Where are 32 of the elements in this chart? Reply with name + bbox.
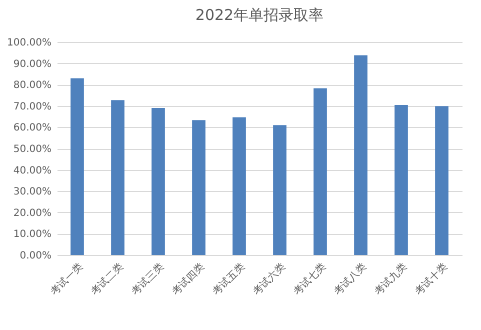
bar	[111, 100, 124, 255]
x-tick-label: 考试五类	[210, 260, 248, 298]
y-tick-label: 20.00%	[13, 208, 52, 219]
x-tick-label: 考试十类	[412, 260, 450, 298]
y-tick-label: 90.00%	[13, 58, 52, 70]
x-tick-label: 考试四类	[170, 260, 207, 298]
bar	[314, 88, 327, 255]
x-tick-label: 考试一类	[48, 260, 86, 298]
bar	[152, 108, 165, 255]
y-tick-label: 0.00%	[20, 250, 52, 262]
bar	[192, 120, 206, 255]
bar	[70, 78, 84, 255]
bar	[435, 106, 448, 255]
y-tick-label: 80.00%	[13, 80, 52, 92]
chart-title: 2022年单招录取率	[195, 6, 324, 24]
y-tick-label: 60.00%	[13, 122, 52, 134]
bar	[354, 55, 368, 255]
x-tick-label: 考试九类	[372, 260, 410, 298]
bar	[394, 105, 408, 255]
y-tick-label: 40.00%	[13, 165, 52, 176]
y-tick-label: 100.00%	[7, 38, 52, 48]
x-tick-label: 考试七类	[291, 260, 328, 298]
x-tick-label: 考试六类	[250, 260, 288, 298]
bar	[273, 125, 286, 255]
x-tick-label: 考试二类	[88, 260, 126, 298]
y-tick-label: 50.00%	[13, 144, 52, 155]
bar	[232, 117, 246, 255]
x-tick-label: 考试八类	[332, 260, 369, 298]
y-tick-label: 30.00%	[13, 186, 52, 198]
y-tick-label: 10.00%	[13, 229, 52, 240]
x-tick-label: 考试三类	[129, 260, 166, 298]
y-tick-label: 70.00%	[13, 101, 52, 112]
